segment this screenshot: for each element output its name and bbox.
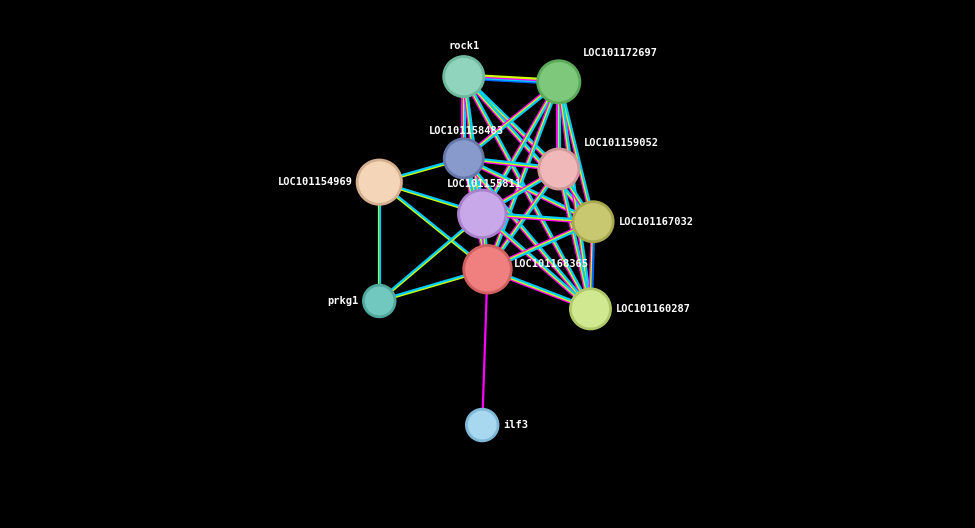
Text: LOC101167032: LOC101167032	[618, 217, 693, 227]
Text: ilf3: ilf3	[503, 420, 528, 430]
Text: LOC101159052: LOC101159052	[584, 138, 659, 147]
Text: rock1: rock1	[448, 41, 480, 51]
Circle shape	[364, 285, 395, 317]
Text: LOC101168365: LOC101168365	[514, 259, 589, 269]
Text: LOC101155811: LOC101155811	[448, 180, 523, 189]
Text: LOC101172697: LOC101172697	[582, 48, 657, 58]
Circle shape	[444, 56, 484, 97]
Circle shape	[573, 202, 613, 242]
Circle shape	[466, 409, 498, 441]
Circle shape	[458, 190, 506, 238]
Circle shape	[357, 160, 402, 204]
Circle shape	[570, 289, 610, 329]
Circle shape	[445, 139, 484, 178]
Text: LOC101158483: LOC101158483	[429, 126, 504, 136]
Text: LOC101154969: LOC101154969	[278, 177, 353, 187]
Circle shape	[464, 246, 511, 293]
Text: LOC101160287: LOC101160287	[616, 304, 691, 314]
Circle shape	[537, 61, 580, 103]
Text: prkg1: prkg1	[327, 296, 358, 306]
Circle shape	[539, 149, 579, 189]
